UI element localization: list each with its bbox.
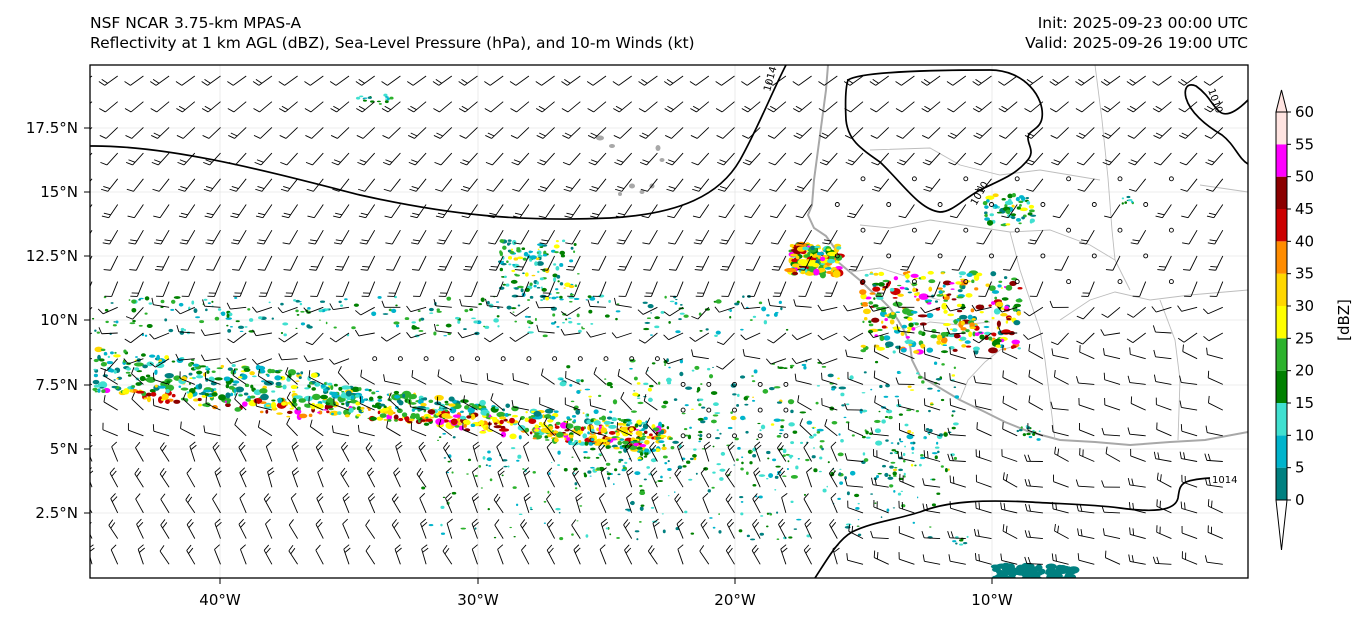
reflectivity-layer xyxy=(91,93,1135,578)
isobar-label: 1014 xyxy=(1212,475,1237,486)
time-info: Init: 2025-09-23 00:00 UTC Valid: 2025-0… xyxy=(1025,13,1248,53)
map-title: NSF NCAR 3.75-km MPAS-A Reflectivity at … xyxy=(90,13,695,53)
colorbar-segment xyxy=(1276,144,1287,177)
colorbar-segment xyxy=(1276,435,1287,468)
colorbar-tick-label: 50 xyxy=(1295,168,1314,186)
isobar-1014-south xyxy=(814,477,1211,578)
colorbar-tick-label: 0 xyxy=(1295,491,1305,509)
colorbar-tick-label: 25 xyxy=(1295,329,1314,347)
colorbar-tick-label: 5 xyxy=(1295,459,1305,477)
lon-tick-label: 20°W xyxy=(714,591,756,609)
lat-tick-label: 10°N xyxy=(40,311,78,329)
colorbar-tick-label: 60 xyxy=(1295,103,1314,121)
wind-barbs xyxy=(90,75,1224,565)
lat-tick-label: 17.5°N xyxy=(26,119,78,137)
lat-tick-label: 12.5°N xyxy=(26,247,78,265)
lat-tick-label: 7.5°N xyxy=(35,376,78,394)
colorbar-segment xyxy=(1276,338,1287,371)
colorbar-segment xyxy=(1276,241,1287,274)
colorbar-extend-max xyxy=(1275,89,1288,113)
map-area: 1014 1010 1010 1014 xyxy=(90,65,1248,578)
colorbar-segment xyxy=(1276,306,1287,339)
isobars xyxy=(90,65,1248,578)
colorbar-segment xyxy=(1276,403,1287,436)
colorbar-tick-label: 30 xyxy=(1295,297,1314,315)
colorbar-segment xyxy=(1276,209,1287,242)
latitude-axis: 17.5°N 15°N 12.5°N 10°N 7.5°N 5°N 2.5°N xyxy=(26,119,90,522)
colorbar-tick-label: 55 xyxy=(1295,135,1314,153)
cape-verde-islands xyxy=(596,135,665,196)
lon-tick-label: 40°W xyxy=(199,591,241,609)
colorbar-segment xyxy=(1276,112,1287,145)
lon-tick-label: 30°W xyxy=(457,591,499,609)
lat-tick-label: 5°N xyxy=(50,440,78,458)
isobar-1014-north xyxy=(90,65,787,220)
colorbar-tick-label: 40 xyxy=(1295,232,1314,250)
colorbar-segment xyxy=(1276,273,1287,306)
colorbar-tick-label: 10 xyxy=(1295,426,1314,444)
valid-time: Valid: 2025-09-26 19:00 UTC xyxy=(1025,34,1248,52)
isobar-1010-east xyxy=(1184,84,1248,165)
model-name: NSF NCAR 3.75-km MPAS-A xyxy=(90,14,302,32)
init-time: Init: 2025-09-23 00:00 UTC xyxy=(1037,14,1248,32)
colorbar-segment xyxy=(1276,176,1287,209)
lat-tick-label: 15°N xyxy=(40,183,78,201)
colorbar-tick-label: 45 xyxy=(1295,200,1314,218)
colorbar-label: [dBZ] xyxy=(1335,299,1353,341)
lon-tick-label: 10°W xyxy=(971,591,1013,609)
map-frame xyxy=(89,64,1249,579)
longitude-axis: 40°W 30°W 20°W 10°W xyxy=(199,578,1013,609)
colorbar-tick-label: 20 xyxy=(1295,362,1314,380)
colorbar-extend-min xyxy=(1275,499,1288,551)
colorbar-tick-label: 15 xyxy=(1295,394,1314,412)
colorbar-segment xyxy=(1276,370,1287,403)
isobar-1010 xyxy=(844,69,1044,213)
colorbar-tick-label: 35 xyxy=(1295,265,1314,283)
lat-tick-label: 2.5°N xyxy=(35,504,78,522)
fields-description: Reflectivity at 1 km AGL (dBZ), Sea-Leve… xyxy=(90,34,695,52)
colorbar-segment xyxy=(1276,467,1287,500)
